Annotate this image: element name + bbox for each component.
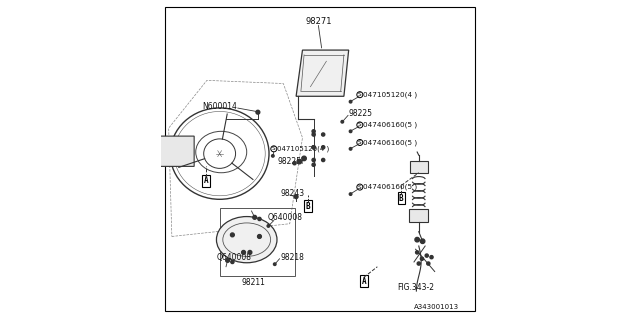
Circle shape <box>226 259 230 262</box>
Circle shape <box>312 163 316 166</box>
Text: S: S <box>358 140 362 145</box>
Circle shape <box>420 239 425 244</box>
Text: 98243: 98243 <box>280 189 304 198</box>
Text: 047406160(5 ): 047406160(5 ) <box>363 139 417 146</box>
Text: 047406160(5 ): 047406160(5 ) <box>363 122 417 128</box>
Text: 047105120(4 ): 047105120(4 ) <box>363 92 417 98</box>
Circle shape <box>302 156 307 161</box>
Circle shape <box>415 251 419 254</box>
Text: N600014: N600014 <box>202 102 237 111</box>
Circle shape <box>321 158 324 162</box>
Bar <box>409 209 428 222</box>
Circle shape <box>349 100 352 103</box>
Text: S: S <box>358 92 362 97</box>
Text: 98225F: 98225F <box>278 157 307 166</box>
Polygon shape <box>138 136 194 176</box>
Text: 98211: 98211 <box>241 278 265 287</box>
Circle shape <box>415 237 419 242</box>
Text: 98218: 98218 <box>280 253 304 262</box>
Circle shape <box>425 254 428 257</box>
Polygon shape <box>296 50 349 96</box>
Text: S: S <box>358 185 362 189</box>
Text: FIG.343-2: FIG.343-2 <box>397 283 434 292</box>
Circle shape <box>258 217 261 220</box>
Circle shape <box>420 257 424 260</box>
Circle shape <box>430 256 433 259</box>
Circle shape <box>293 162 296 165</box>
Circle shape <box>230 233 234 237</box>
Circle shape <box>427 262 430 265</box>
Circle shape <box>349 130 352 132</box>
Text: S: S <box>358 123 362 127</box>
Circle shape <box>312 158 316 162</box>
Circle shape <box>294 195 298 198</box>
Circle shape <box>349 148 352 150</box>
Circle shape <box>312 133 316 136</box>
Circle shape <box>267 225 269 227</box>
FancyBboxPatch shape <box>127 131 143 152</box>
Circle shape <box>248 251 252 254</box>
Text: 98271: 98271 <box>305 17 332 26</box>
Text: A: A <box>362 276 366 285</box>
Circle shape <box>312 130 316 133</box>
Circle shape <box>417 262 420 265</box>
Circle shape <box>297 159 301 164</box>
Text: A: A <box>204 176 208 185</box>
Bar <box>410 161 428 173</box>
Circle shape <box>273 263 276 266</box>
Circle shape <box>349 193 352 196</box>
Text: Q640008: Q640008 <box>268 213 303 222</box>
Circle shape <box>312 146 316 149</box>
Circle shape <box>253 215 257 219</box>
Text: 98225: 98225 <box>349 109 372 118</box>
Circle shape <box>321 133 324 136</box>
Circle shape <box>312 146 316 149</box>
Text: S: S <box>272 146 276 151</box>
Circle shape <box>242 251 246 254</box>
Circle shape <box>257 235 261 238</box>
Circle shape <box>256 110 260 114</box>
Text: B: B <box>305 202 310 211</box>
Text: B: B <box>399 194 404 203</box>
Text: Q640008: Q640008 <box>216 253 252 262</box>
Ellipse shape <box>216 217 277 263</box>
Circle shape <box>231 260 234 264</box>
Text: 047105120(4 ): 047105120(4 ) <box>277 146 329 152</box>
Circle shape <box>341 121 344 123</box>
Text: A343001013: A343001013 <box>413 304 459 310</box>
Circle shape <box>321 146 324 149</box>
Circle shape <box>271 155 274 157</box>
Text: 047406160(5 ): 047406160(5 ) <box>363 184 417 190</box>
Bar <box>220 208 294 276</box>
